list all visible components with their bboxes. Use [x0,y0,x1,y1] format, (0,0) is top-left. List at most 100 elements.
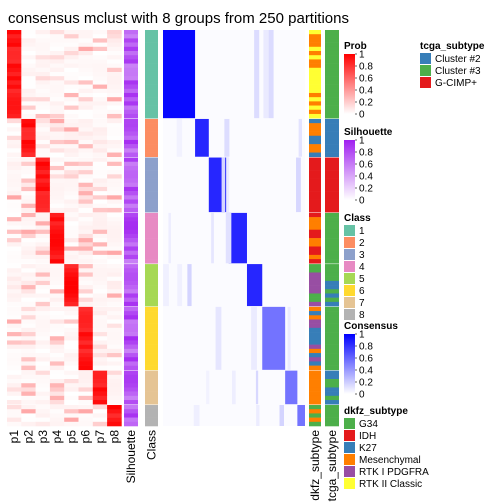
prob-cell [49,139,65,145]
prob-cell [92,311,108,316]
prob-cell [35,276,51,282]
class-cell [145,254,158,260]
dkfz-cell [309,109,321,115]
prob-cell [92,113,108,119]
class-cell [145,84,158,90]
prob-cell [78,46,94,52]
prob-cell [7,225,22,230]
consensus-legend-tick-label: 0.2 [359,378,373,389]
prob-cell [35,195,51,200]
class-cell [145,405,158,410]
prob-cell [7,365,22,371]
dkfz-cell [309,221,321,226]
prob-cell [78,76,94,81]
prob-cell [92,135,108,141]
dkfz-cell [309,46,321,52]
prob-cell [107,405,122,410]
silhouette-cell [124,165,138,171]
dkfz-cell [309,165,321,171]
prob-cell [49,254,65,260]
prob-cell [64,92,79,98]
prob-cell [92,186,108,192]
prob-cell [107,361,122,366]
prob-cell [7,344,22,350]
tcga-cell [325,421,339,427]
class-cell [145,421,158,427]
prob-cell [64,285,79,290]
prob-cell [78,374,94,380]
dkfz-cell [309,131,321,137]
prob-cell [107,165,122,171]
prob-cell [107,348,122,354]
prob-cell [49,315,65,320]
prob-cell [35,101,51,106]
prob-cell [35,405,51,410]
silhouette-cell [124,80,138,85]
prob-cell [49,395,65,401]
prob-cell [92,217,108,222]
prob-column-label: p6 [79,430,93,444]
prob-cell [21,127,36,132]
prob-cell [92,365,108,371]
prob-legend-tick-label: 0.8 [359,62,373,73]
prob-cell [64,42,79,48]
dkfz-cell [309,212,321,218]
prob-cell [35,67,51,73]
prob-cell [64,101,79,106]
prob-cell [49,113,65,119]
tcga-cell [325,42,339,48]
prob-cell [64,259,79,264]
prob-cell [92,259,108,264]
prob-cell [35,178,51,184]
prob-cell [21,254,36,260]
column-labels: p1 p2 p3 p4 p5 p6 p7 p8 Silhouette Class dkfz_subt… [7,430,339,502]
prob-cell [7,370,22,376]
class-cell [145,301,158,307]
prob-cell [21,395,36,401]
consensus-streak [279,405,284,426]
class-cell [145,109,158,115]
class-cell [145,101,158,106]
tcga-cell [325,242,339,247]
prob-cell [92,268,108,273]
prob-cell [7,327,22,333]
prob-cell [49,212,65,218]
silhouette-cell [124,221,138,226]
silhouette-cell [124,63,138,69]
prob-cell [107,379,122,384]
prob-cell [107,34,122,39]
prob-cell [64,319,79,324]
prob-cell [78,365,94,371]
prob-cell [92,50,108,56]
tcga-legend-swatch [420,65,431,76]
tcga-cell [325,348,339,354]
prob-cell [35,59,51,64]
prob-cell [35,409,51,414]
prob-cell [107,123,122,128]
prob-cell [64,264,79,269]
prob-cell [107,178,122,184]
prob-cell [35,55,51,60]
prob-cell [64,348,79,354]
prob-cell [92,336,108,341]
prob-cell [7,127,22,132]
tcga-cell [325,174,339,179]
tcga-cell [325,400,339,405]
class-cell [145,259,158,264]
prob-cell [107,131,122,137]
prob-cell [92,199,108,205]
dkfz-legend-swatch [344,430,355,441]
prob-cell [92,421,108,427]
class-cell [145,379,158,384]
prob-cell [7,203,22,209]
prob-cell [78,361,94,366]
prob-cell [49,391,65,397]
silhouette-cell [124,272,138,277]
prob-cell [92,152,108,158]
class-cell [145,365,158,371]
prob-cell [7,379,22,384]
class-cell [145,409,158,414]
prob-cell [107,67,122,73]
prob-cell [21,242,36,247]
prob-cell [107,276,122,282]
